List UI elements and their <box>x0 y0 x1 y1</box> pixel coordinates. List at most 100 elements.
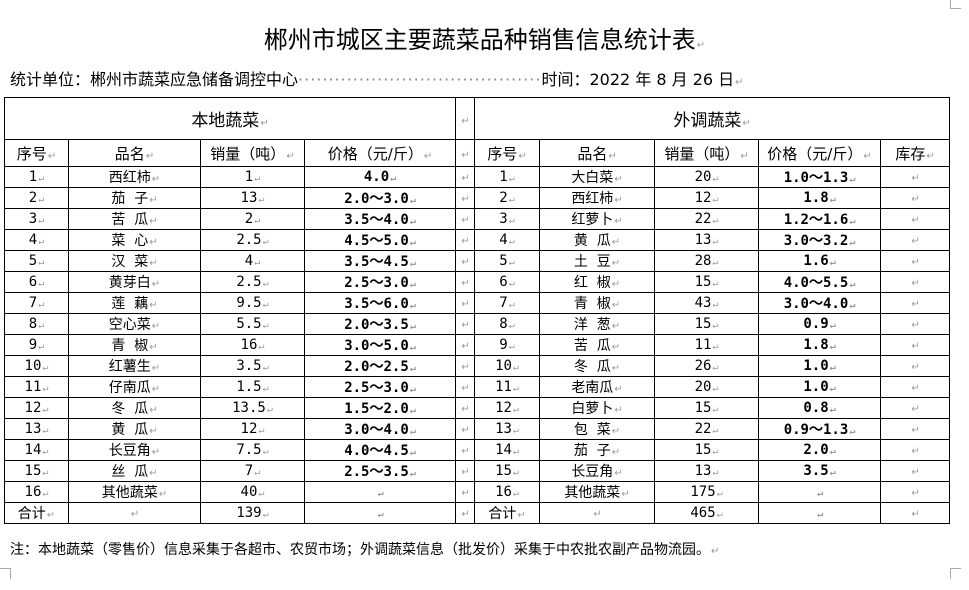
table-row: 11仔南瓜1.52.5～3.011老南瓜201.0 <box>4 376 951 398</box>
table-cell: 大白菜 <box>539 166 656 188</box>
col-header: 品名 <box>539 139 656 167</box>
table-row: 5汉 菜43.5～4.55土 豆281.6 <box>4 250 951 272</box>
table-cell: 合计 <box>4 502 69 524</box>
table-cell <box>880 418 951 440</box>
table-cell: 苦 瓜 <box>539 334 656 356</box>
table-cell: 16 <box>474 481 541 503</box>
gap-cell <box>455 313 476 335</box>
page-corner-mark <box>950 0 961 9</box>
gap-cell <box>455 229 476 251</box>
table-cell: 7.5 <box>200 439 305 461</box>
table-cell <box>758 502 882 524</box>
table-cell: 2.5～3.0 <box>303 271 457 293</box>
table-cell: 3.0～4.0 <box>303 418 457 440</box>
table-cell: 13 <box>474 418 541 440</box>
table-cell: 12 <box>4 397 69 419</box>
table-cell: 合计 <box>474 502 541 524</box>
table-cell: 6 <box>4 271 69 293</box>
table-cell <box>880 355 951 377</box>
table-cell: 茄 子 <box>539 439 656 461</box>
table-cell: 青 椒 <box>68 334 201 356</box>
table-cell: 11 <box>474 376 541 398</box>
table-cell: 11 <box>654 334 760 356</box>
table-cell: 15 <box>474 460 541 482</box>
table-cell: 3.0～3.2 <box>758 229 882 251</box>
table-cell: 1.8 <box>758 187 882 209</box>
table-cell: 2 <box>474 187 541 209</box>
table-cell <box>880 271 951 293</box>
table-cell: 西红柿 <box>539 187 656 209</box>
gap-cell <box>455 250 476 272</box>
table-cell <box>539 502 656 524</box>
gap-cell <box>455 460 476 482</box>
table-cell: 长豆角 <box>539 460 656 482</box>
table-cell <box>880 481 951 503</box>
table-cell: 1.0～1.3 <box>758 166 882 188</box>
table-cell: 40 <box>200 481 305 503</box>
table-cell <box>758 481 882 503</box>
table-cell: 16 <box>200 334 305 356</box>
table-cell: 465 <box>654 502 760 524</box>
table-cell: 15 <box>654 439 760 461</box>
table-cell <box>880 292 951 314</box>
table-cell: 菜 心 <box>68 229 201 251</box>
table-cell: 3 <box>4 208 69 230</box>
table-cell: 老南瓜 <box>539 376 656 398</box>
page-corner-mark <box>950 568 961 579</box>
table-cell: 4.0～5.5 <box>758 271 882 293</box>
table-cell: 43 <box>654 292 760 314</box>
table-cell <box>303 502 457 524</box>
gap-cell <box>455 292 476 314</box>
table-cell: 4 <box>200 250 305 272</box>
table-cell: 红萝卜 <box>539 208 656 230</box>
table-cell: 13 <box>200 187 305 209</box>
table-cell: 2.5 <box>200 229 305 251</box>
table-cell: 3.5 <box>758 460 882 482</box>
table-cell: 1.5～2.0 <box>303 397 457 419</box>
table-cell: 15 <box>654 313 760 335</box>
table-cell: 10 <box>4 355 69 377</box>
table-cell: 9 <box>4 334 69 356</box>
table-cell: 黄芽白 <box>68 271 201 293</box>
table-cell <box>880 439 951 461</box>
table-cell: 冬 瓜 <box>539 355 656 377</box>
table-cell: 2.5～3.5 <box>303 460 457 482</box>
table-cell: 3.0～5.0 <box>303 334 457 356</box>
document-title: 郴州市城区主要蔬菜品种销售信息统计表 <box>0 20 969 55</box>
table-cell: 丝 瓜 <box>68 460 201 482</box>
table-cell: 9 <box>474 334 541 356</box>
table-cell: 5.5 <box>200 313 305 335</box>
table-cell: 175 <box>654 481 760 503</box>
outside-section-header: 外调蔬菜 <box>474 97 951 140</box>
table-cell: 4 <box>474 229 541 251</box>
table-cell: 1.0 <box>758 376 882 398</box>
meta-line: 统计单位：郴州市蔬菜应急储备调控中心······················… <box>10 66 744 90</box>
table-cell: 8 <box>474 313 541 335</box>
table-cell: 4.5～5.0 <box>303 229 457 251</box>
table-row: 1西红柿14.01大白菜201.0～1.3 <box>4 166 951 188</box>
table-cell: 11 <box>4 376 69 398</box>
gap-cell <box>455 376 476 398</box>
table-cell: 4.0 <box>303 166 457 188</box>
table-row: 9青 椒163.0～5.09苦 瓜111.8 <box>4 334 951 356</box>
table-cell: 14 <box>474 439 541 461</box>
table-cell: 青 椒 <box>539 292 656 314</box>
table-cell: 白萝卜 <box>539 397 656 419</box>
table-cell: 6 <box>474 271 541 293</box>
table-cell: 0.9 <box>758 313 882 335</box>
table-cell: 2.5～3.0 <box>303 376 457 398</box>
table-cell: 22 <box>654 418 760 440</box>
table-cell: 2.5 <box>200 271 305 293</box>
leader-dots: ········································ <box>298 70 542 89</box>
table-cell: 红 椒 <box>539 271 656 293</box>
table-cell: 5 <box>4 250 69 272</box>
table-cell: 0.8 <box>758 397 882 419</box>
table-cell: 1 <box>474 166 541 188</box>
table-row: 7莲 藕9.53.5～6.07青 椒433.0～4.0 <box>4 292 951 314</box>
gap-cell <box>455 271 476 293</box>
table-cell <box>880 208 951 230</box>
table-row: 15丝 瓜72.5～3.515长豆角133.5 <box>4 460 951 482</box>
table-cell: 12 <box>654 187 760 209</box>
table-cell: 空心菜 <box>68 313 201 335</box>
gap-cell <box>455 187 476 209</box>
